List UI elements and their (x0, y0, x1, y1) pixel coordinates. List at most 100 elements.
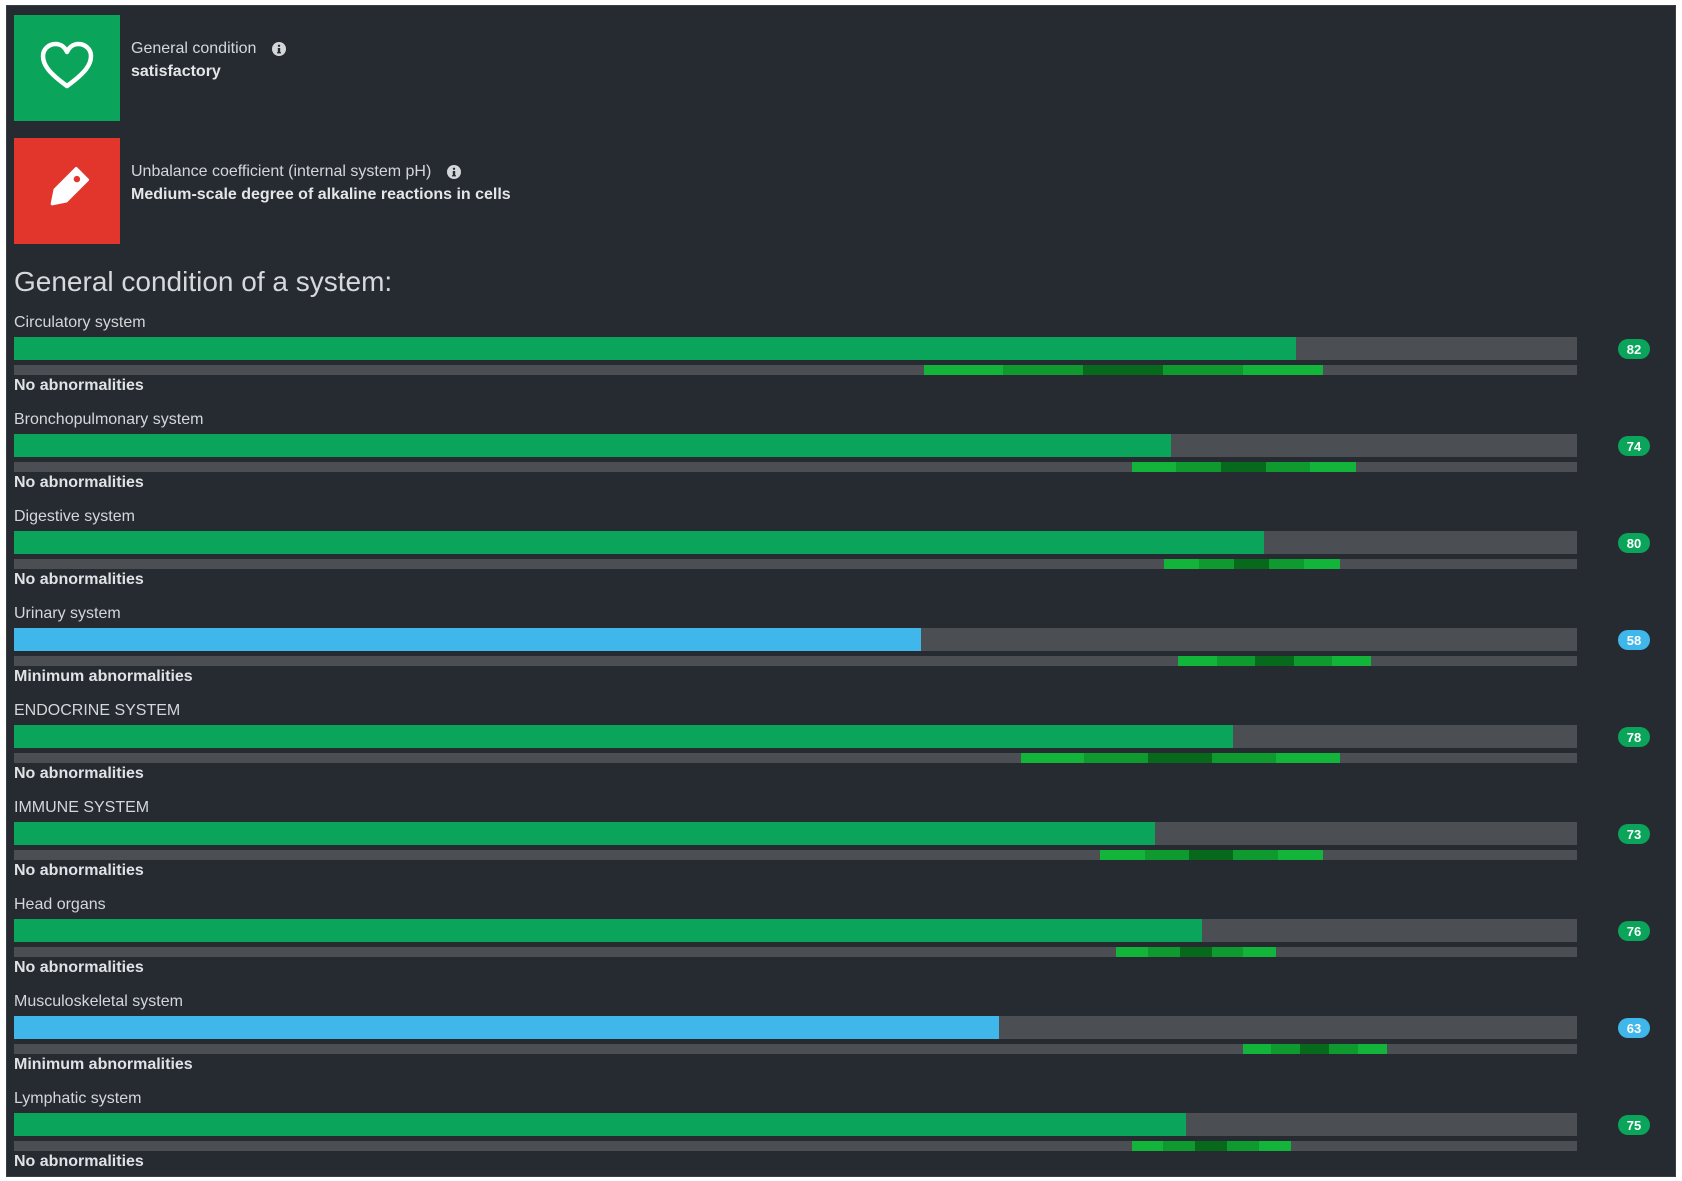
system-status: No abnormalities (14, 765, 144, 782)
norm-range-segment (1255, 656, 1295, 666)
system-row: ENDOCRINE SYSTEM No abnormalities 78 (14, 702, 1654, 792)
dashboard-panel: General condition satisfactory (6, 5, 1676, 1177)
norm-range-segment (1233, 850, 1279, 860)
score-bar-fill (14, 1016, 999, 1039)
general-condition-tile (14, 15, 120, 121)
score-bar-fill (14, 434, 1171, 457)
system-name: Circulatory system (14, 314, 146, 331)
norm-range-segment (1020, 753, 1085, 763)
score-bar (14, 434, 1577, 457)
score-bar (14, 531, 1577, 554)
norm-range-bar (14, 947, 1577, 957)
norm-range-segment (1189, 850, 1234, 860)
system-name: Bronchopulmonary system (14, 411, 204, 428)
norm-range-segment (1162, 365, 1243, 375)
norm-range-bar (14, 462, 1577, 472)
norm-range-segment (1131, 462, 1177, 472)
norm-range-bar (14, 753, 1577, 763)
norm-range-bar (14, 656, 1577, 666)
score-bar (14, 337, 1577, 360)
norm-range-segment (1199, 559, 1235, 569)
system-row: Musculoskeletal system Minimum abnormalit… (14, 993, 1654, 1083)
system-status: No abnormalities (14, 959, 144, 976)
norm-range-segment (1304, 559, 1340, 569)
system-status: Minimum abnormalities (14, 668, 193, 685)
unbalance-coefficient-label-row: Unbalance coefficient (internal system p… (131, 163, 462, 181)
score-bar (14, 725, 1577, 748)
norm-range-segment (1332, 656, 1372, 666)
system-status: No abnormalities (14, 1153, 144, 1170)
score-badge: 63 (1618, 1018, 1650, 1038)
info-circle-icon[interactable] (272, 42, 287, 56)
system-name: IMMUNE SYSTEM (14, 799, 150, 816)
system-status: No abnormalities (14, 571, 144, 588)
norm-range-bar (14, 559, 1577, 569)
norm-range-segment (1178, 656, 1218, 666)
norm-range-segment (1003, 365, 1084, 375)
norm-range-segment (1277, 850, 1323, 860)
score-bar-fill (14, 1113, 1187, 1136)
system-name: Urinary system (14, 605, 121, 622)
unbalance-coefficient-tile (14, 138, 120, 244)
score-bar (14, 822, 1577, 845)
score-bar (14, 919, 1577, 942)
system-row: Urinary system Minimum abnormalities 58 (14, 605, 1654, 695)
norm-range-segment (1144, 850, 1190, 860)
norm-range-segment (1163, 1141, 1196, 1151)
system-name: Lymphatic system (14, 1090, 142, 1107)
norm-range-segment (1216, 656, 1256, 666)
norm-range-segment (1300, 1044, 1330, 1054)
norm-range-segment (1242, 1044, 1272, 1054)
unbalance-coefficient-value: Medium-scale degree of alkaline reaction… (131, 186, 511, 203)
general-condition-value: satisfactory (131, 63, 221, 80)
system-status: No abnormalities (14, 474, 144, 491)
score-bar-fill (14, 531, 1265, 554)
norm-range-segment (1242, 365, 1323, 375)
general-condition-label-row: General condition (131, 40, 287, 58)
score-badge: 80 (1618, 533, 1650, 553)
norm-range-segment (1164, 559, 1200, 569)
score-bar (14, 628, 1577, 651)
section-title: General condition of a system: (14, 266, 393, 297)
norm-range-segment (1148, 753, 1213, 763)
system-status: Minimum abnormalities (14, 1056, 193, 1073)
score-bar (14, 1016, 1577, 1039)
norm-range-bar (14, 1044, 1577, 1054)
norm-range-segment (1211, 753, 1277, 763)
system-row: Lymphatic system No abnormalities 75 (14, 1090, 1654, 1180)
norm-range-segment (1083, 365, 1164, 375)
score-badge: 75 (1618, 1115, 1650, 1135)
norm-range-segment (1195, 1141, 1228, 1151)
norm-range-segment (1328, 1044, 1359, 1054)
system-status: No abnormalities (14, 862, 144, 879)
norm-range-segment (1265, 462, 1311, 472)
norm-range-segment (1176, 462, 1222, 472)
norm-range-segment (1259, 1141, 1292, 1151)
norm-range-segment (1220, 462, 1267, 472)
score-badge: 76 (1618, 921, 1650, 941)
score-bar-fill (14, 725, 1234, 748)
score-badge: 58 (1618, 630, 1650, 650)
score-badge: 82 (1618, 339, 1650, 359)
score-bar-fill (14, 822, 1155, 845)
norm-range-segment (1357, 1044, 1387, 1054)
norm-range-segment (923, 365, 1004, 375)
system-name: Head organs (14, 896, 106, 913)
score-badge: 78 (1618, 727, 1650, 747)
system-name: Musculoskeletal system (14, 993, 183, 1010)
norm-range-bar (14, 1141, 1577, 1151)
info-circle-icon[interactable] (447, 165, 462, 179)
general-condition-card: General condition satisfactory (14, 15, 534, 121)
unbalance-coefficient-card: Unbalance coefficient (internal system p… (14, 138, 534, 244)
score-bar (14, 1113, 1577, 1136)
norm-range-segment (1243, 947, 1276, 957)
general-condition-label: General condition (131, 40, 257, 57)
system-status: No abnormalities (14, 377, 144, 394)
system-row: Digestive system No abnormalities 80 (14, 508, 1654, 598)
norm-range-segment (1227, 1141, 1260, 1151)
norm-range-segment (1147, 947, 1181, 957)
norm-range-segment (1115, 947, 1149, 957)
norm-range-segment (1293, 656, 1333, 666)
tag-icon (42, 164, 92, 219)
score-bar-fill (14, 337, 1296, 360)
